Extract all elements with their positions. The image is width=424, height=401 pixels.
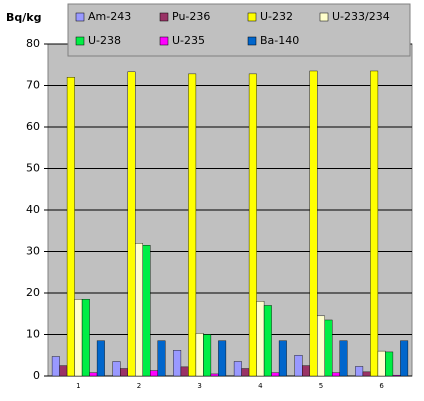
y-tick-label: 10 — [26, 328, 40, 341]
legend-label: U-235 — [172, 34, 205, 47]
bar — [210, 373, 219, 377]
bar — [135, 242, 143, 377]
bar — [332, 372, 340, 377]
bar — [59, 365, 68, 377]
bar — [89, 372, 98, 377]
legend-swatch — [159, 12, 169, 22]
legend-swatch — [75, 36, 85, 46]
bar — [142, 245, 151, 377]
bar — [263, 305, 272, 377]
legend-label: Ba-140 — [260, 34, 299, 47]
bar — [339, 340, 348, 377]
bar — [278, 340, 287, 377]
x-tick-label: 3 — [197, 382, 201, 390]
legend-box — [67, 3, 411, 57]
bar — [157, 340, 166, 377]
bar — [271, 372, 280, 377]
y-tick-label: 30 — [26, 245, 40, 258]
bar — [400, 340, 409, 377]
y-axis-label: Bq/kg — [6, 11, 41, 24]
bar — [248, 73, 257, 377]
x-tick-label: 6 — [379, 382, 384, 390]
legend-label: Am-243 — [88, 10, 131, 23]
bar — [112, 361, 121, 377]
bar — [218, 340, 227, 377]
bar — [362, 371, 371, 377]
bar — [233, 361, 242, 377]
bar — [309, 70, 318, 377]
bar — [370, 70, 379, 377]
y-tick-label: 0 — [33, 369, 40, 382]
bar — [74, 299, 83, 377]
y-tick-label: 20 — [26, 286, 40, 299]
bar — [294, 355, 303, 377]
bar — [392, 374, 401, 377]
legend-label: U-232 — [260, 10, 293, 23]
bar — [241, 368, 250, 377]
y-tick-label: 40 — [26, 203, 40, 216]
x-tick-label: 1 — [76, 382, 80, 390]
bar — [317, 315, 325, 377]
bar — [188, 73, 197, 377]
bar — [355, 366, 364, 377]
legend-label: Pu-236 — [172, 10, 210, 23]
bar — [173, 350, 182, 377]
bar — [127, 71, 136, 377]
legend-label: U-238 — [88, 34, 121, 47]
bar — [195, 333, 204, 377]
y-tick-label: 70 — [26, 79, 40, 92]
x-tick-label: 2 — [137, 382, 141, 390]
bar — [203, 334, 212, 377]
bar — [377, 350, 386, 377]
bar — [96, 340, 105, 377]
y-tick-label: 80 — [26, 37, 40, 50]
bar — [81, 299, 90, 377]
y-tick-label: 50 — [26, 162, 40, 175]
legend-swatch — [159, 36, 169, 46]
bar — [150, 370, 158, 377]
y-tick-label: 60 — [26, 120, 40, 133]
bar — [66, 76, 75, 377]
bar — [120, 368, 128, 377]
bar — [180, 366, 189, 377]
x-tick-label: 5 — [319, 382, 323, 390]
bar — [324, 319, 333, 377]
legend-swatch — [319, 12, 329, 22]
x-tick-label: 4 — [258, 382, 263, 390]
legend-swatch — [247, 36, 257, 46]
legend-swatch — [75, 12, 85, 22]
bar — [302, 365, 310, 377]
bar — [256, 301, 265, 377]
legend-label: U-233/234 — [332, 10, 390, 23]
bar — [385, 351, 394, 377]
legend-swatch — [247, 12, 257, 22]
bar — [51, 356, 60, 377]
